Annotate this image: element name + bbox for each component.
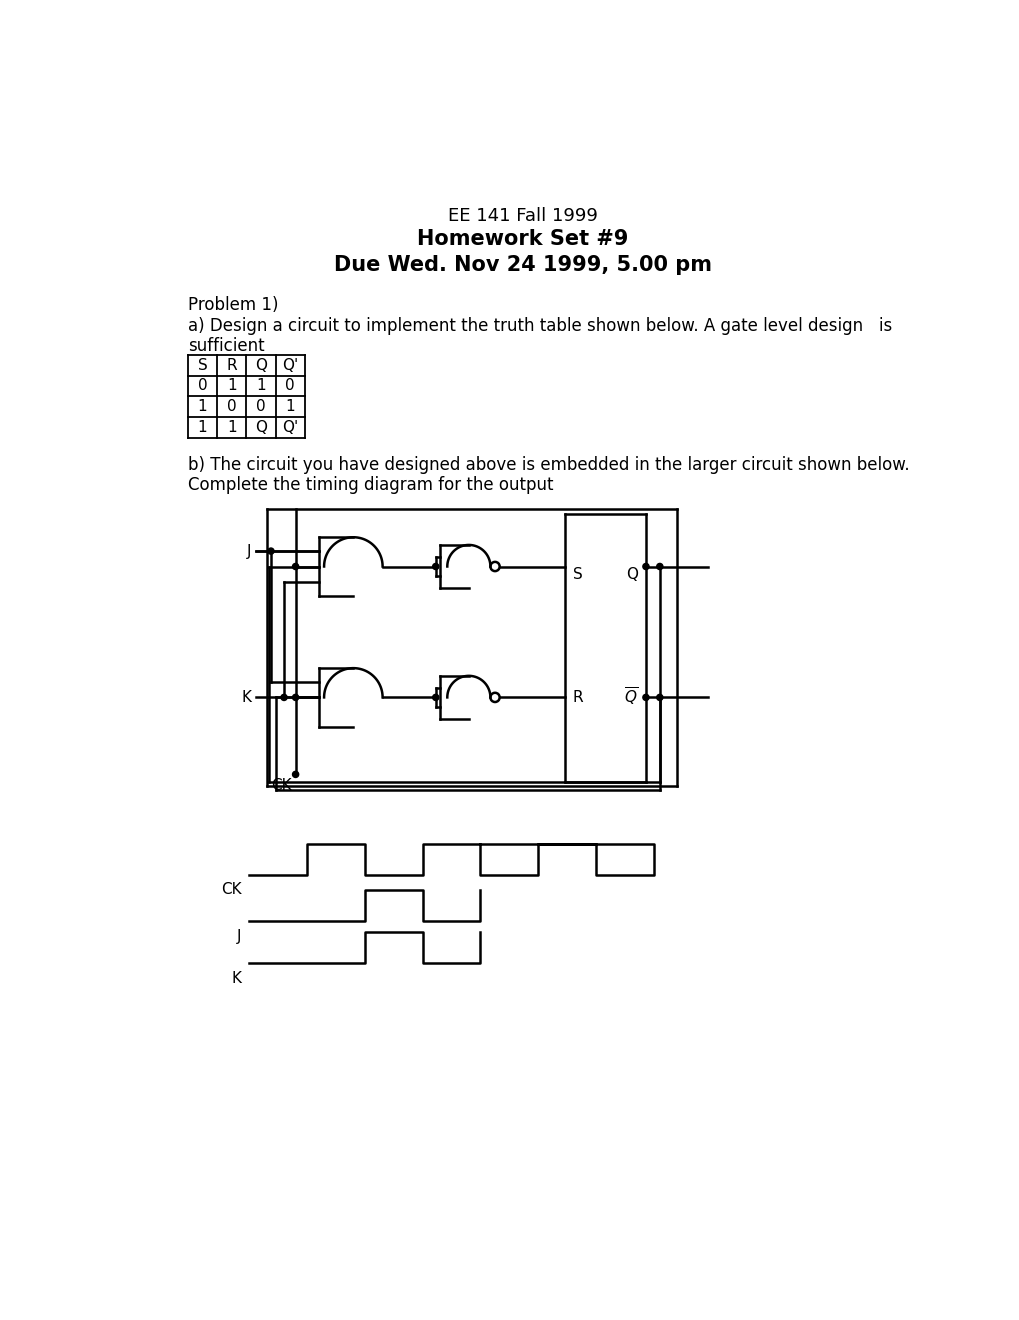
Text: Complete the timing diagram for the output: Complete the timing diagram for the outp…: [187, 477, 552, 494]
Text: 1: 1: [256, 379, 266, 393]
Text: EE 141 Fall 1999: EE 141 Fall 1999: [447, 207, 597, 226]
Text: Q: Q: [255, 420, 267, 436]
Text: 1: 1: [285, 399, 294, 414]
Circle shape: [656, 694, 662, 701]
Text: Q: Q: [255, 358, 267, 372]
Circle shape: [642, 564, 648, 570]
Text: K: K: [242, 690, 252, 705]
Text: R: R: [573, 690, 583, 705]
Text: CK: CK: [271, 779, 291, 793]
Text: Problem 1): Problem 1): [187, 296, 278, 314]
Text: 1: 1: [198, 399, 207, 414]
Circle shape: [292, 564, 299, 570]
Circle shape: [292, 771, 299, 777]
Text: 1: 1: [198, 420, 207, 436]
Text: $\overline{Q}$: $\overline{Q}$: [624, 686, 638, 709]
Text: 1: 1: [226, 379, 236, 393]
Text: Q': Q': [282, 358, 298, 372]
Text: Q': Q': [282, 420, 298, 436]
Text: sufficient: sufficient: [187, 337, 264, 355]
Text: b) The circuit you have designed above is embedded in the larger circuit shown b: b) The circuit you have designed above i…: [187, 455, 909, 474]
Text: K: K: [231, 972, 242, 986]
Text: Homework Set #9: Homework Set #9: [417, 230, 628, 249]
Text: Q: Q: [626, 566, 638, 582]
Circle shape: [656, 564, 662, 570]
Text: 1: 1: [226, 420, 236, 436]
Circle shape: [432, 694, 438, 701]
Circle shape: [292, 694, 299, 701]
Text: a) Design a circuit to implement the truth table shown below. A gate level desig: a) Design a circuit to implement the tru…: [187, 317, 892, 335]
Text: Due Wed. Nov 24 1999, 5.00 pm: Due Wed. Nov 24 1999, 5.00 pm: [333, 255, 711, 275]
Text: 0: 0: [198, 379, 207, 393]
Circle shape: [280, 694, 287, 701]
Text: J: J: [237, 928, 242, 944]
Text: 0: 0: [285, 379, 294, 393]
Text: 0: 0: [226, 399, 236, 414]
Circle shape: [268, 548, 274, 554]
Text: R: R: [226, 358, 236, 372]
Text: 0: 0: [256, 399, 266, 414]
Text: S: S: [573, 566, 582, 582]
Text: J: J: [247, 544, 252, 558]
Circle shape: [642, 694, 648, 701]
Circle shape: [432, 564, 438, 570]
Text: S: S: [198, 358, 207, 372]
Text: CK: CK: [221, 882, 242, 898]
